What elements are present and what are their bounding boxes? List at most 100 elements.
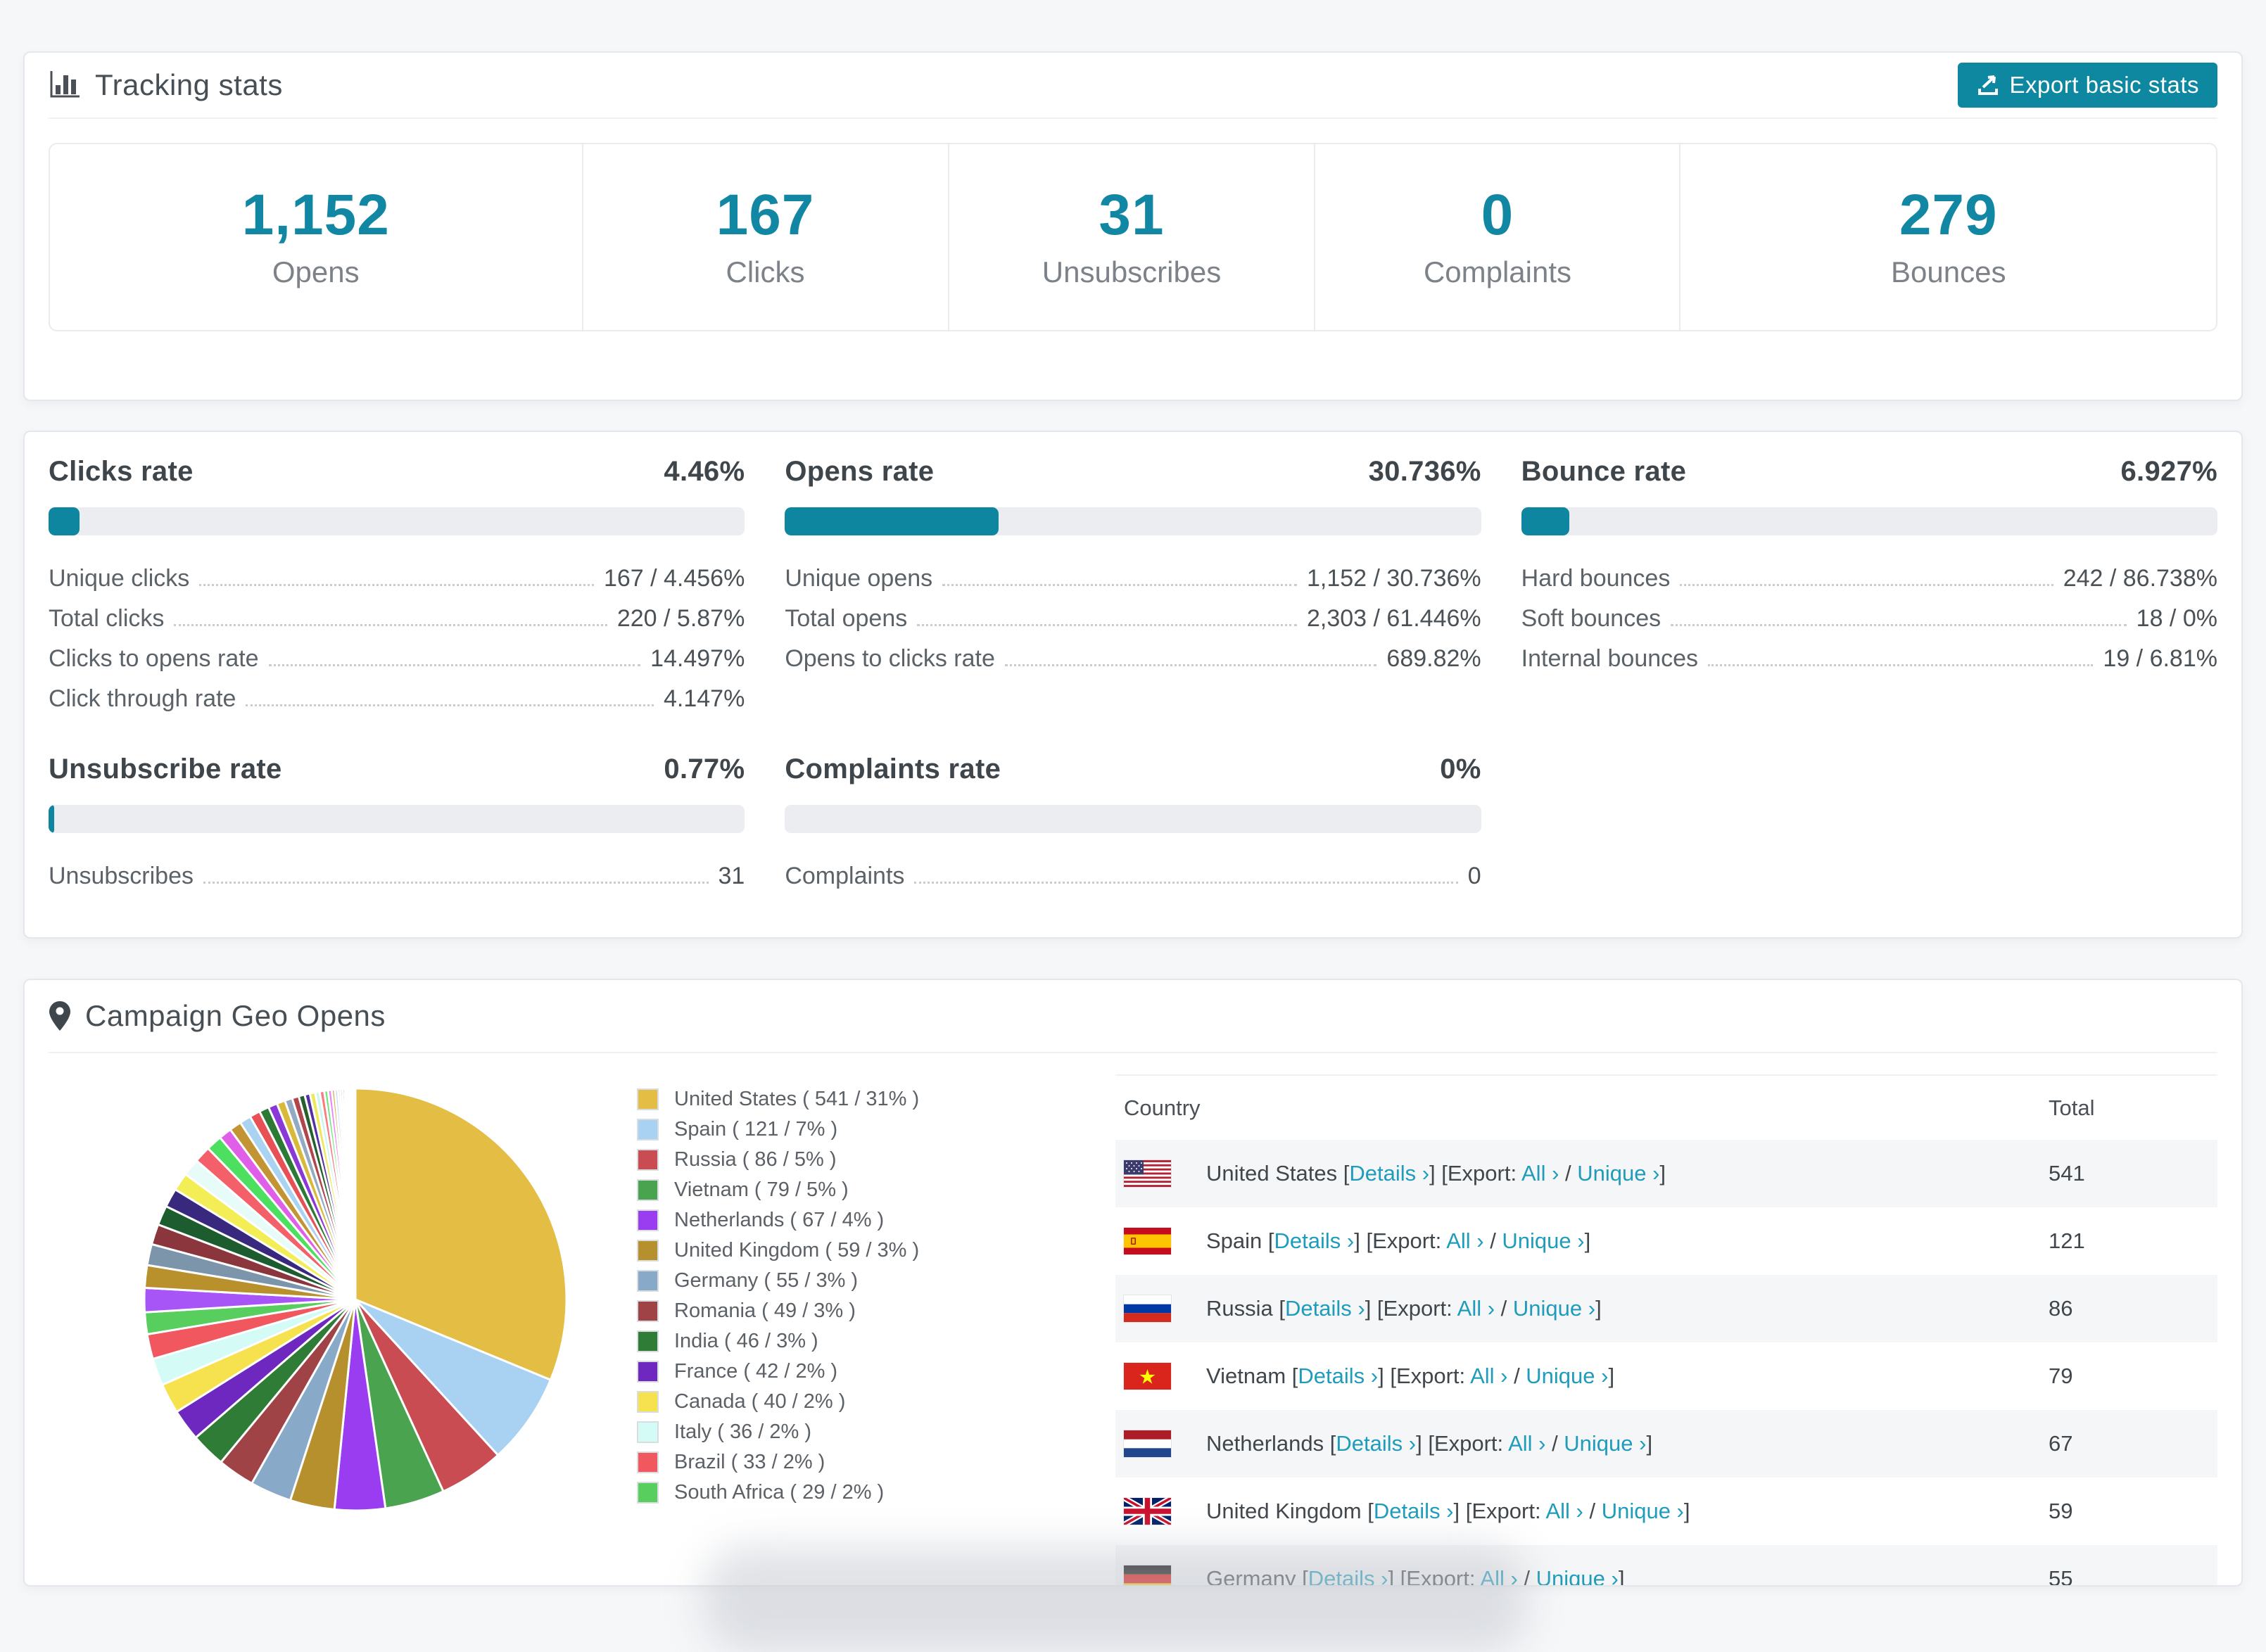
- rate-row: Opens to clicks rate 689.82%: [785, 645, 1481, 685]
- legend-swatch: [637, 1119, 659, 1140]
- legend-item[interactable]: United Kingdom ( 59 / 3% ): [637, 1235, 1035, 1266]
- legend-label: Canada ( 40 / 2% ): [674, 1390, 846, 1413]
- rates-card: Clicks rate 4.46% Unique clicks 167 / 4.456…: [23, 431, 2243, 939]
- export-basic-stats-button[interactable]: Export basic stats: [1957, 63, 2217, 108]
- rate-row-value: 18 / 0%: [2136, 605, 2217, 632]
- details-link[interactable]: Details ›: [1373, 1499, 1454, 1523]
- rate-row-value: 14.497%: [650, 645, 745, 672]
- legend-item[interactable]: India ( 46 / 3% ): [637, 1326, 1035, 1356]
- legend-item[interactable]: Spain ( 121 / 7% ): [637, 1114, 1035, 1145]
- rate-row: Complaints 0: [785, 863, 1481, 903]
- rate-row: Unique opens 1,152 / 30.736%: [785, 565, 1481, 605]
- rate-row-value: 242 / 86.738%: [2063, 565, 2217, 592]
- dotted-leader: [199, 584, 594, 586]
- export-all-link[interactable]: All ›: [1480, 1566, 1518, 1587]
- details-link[interactable]: Details ›: [1274, 1228, 1355, 1253]
- table-row: Germany [Details ›] [Export: All › / Uni…: [1115, 1545, 2217, 1587]
- rate-row: Clicks to opens rate 14.497%: [49, 645, 745, 685]
- export-all-link[interactable]: All ›: [1508, 1431, 1546, 1456]
- legend-item[interactable]: Vietnam ( 79 / 5% ): [637, 1175, 1035, 1205]
- pie-slice-united-states[interactable]: [354, 1087, 568, 1382]
- dotted-leader: [1708, 664, 2094, 666]
- progress-bar: [785, 507, 1481, 535]
- details-link[interactable]: Details ›: [1285, 1296, 1365, 1321]
- rate-row-label: Complaints: [785, 863, 905, 889]
- country-flag-gb: [1124, 1498, 1171, 1525]
- rate-block: Unsubscribe rate 0.77% Unsubscribes 31: [49, 754, 745, 903]
- legend-swatch: [637, 1179, 659, 1201]
- export-unique-link[interactable]: Unique ›: [1512, 1296, 1596, 1321]
- details-link[interactable]: Details ›: [1308, 1566, 1388, 1587]
- legend-label: Spain ( 121 / 7% ): [674, 1118, 838, 1140]
- country-flag-us: [1124, 1160, 1171, 1187]
- rate-row-label: Clicks to opens rate: [49, 645, 259, 672]
- legend-item[interactable]: Brazil ( 33 / 2% ): [637, 1447, 1035, 1478]
- legend-item[interactable]: Russia ( 86 / 5% ): [637, 1145, 1035, 1175]
- dotted-leader: [268, 664, 641, 666]
- country-links: Netherlands [Details ›] [Export: All › /…: [1206, 1431, 1653, 1456]
- legend-label: Russia ( 86 / 5% ): [674, 1148, 837, 1171]
- bar-chart-icon: [49, 70, 81, 101]
- rate-block: Clicks rate 4.46% Unique clicks 167 / 4.456…: [49, 456, 745, 725]
- rate-row-value: 31: [718, 863, 745, 889]
- dotted-leader: [914, 882, 1458, 884]
- export-unique-link[interactable]: Unique ›: [1526, 1364, 1609, 1388]
- details-link[interactable]: Details ›: [1349, 1161, 1430, 1186]
- country-column-header: Country: [1124, 1095, 1201, 1120]
- export-unique-link[interactable]: Unique ›: [1564, 1431, 1647, 1456]
- export-all-link[interactable]: All ›: [1545, 1499, 1583, 1523]
- export-unique-link[interactable]: Unique ›: [1577, 1161, 1660, 1186]
- export-all-link[interactable]: All ›: [1446, 1228, 1484, 1253]
- legend-item[interactable]: Romania ( 49 / 3% ): [637, 1296, 1035, 1326]
- stat-value: 279: [1899, 183, 1998, 247]
- dotted-leader: [203, 882, 709, 884]
- pie-slice-spain[interactable]: [354, 1298, 552, 1457]
- export-all-link[interactable]: All ›: [1470, 1364, 1508, 1388]
- rate-row-label: Soft bounces: [1521, 605, 1661, 632]
- export-unique-link[interactable]: Unique ›: [1536, 1566, 1619, 1587]
- country-flag-vn: [1124, 1363, 1171, 1390]
- legend-swatch: [637, 1088, 659, 1110]
- export-button-label: Export basic stats: [2009, 72, 2199, 98]
- rate-row-value: 1,152 / 30.736%: [1307, 565, 1481, 592]
- table-row: Spain [Details ›] [Export: All › / Uniqu…: [1115, 1207, 2217, 1275]
- legend-item[interactable]: Italy ( 36 / 2% ): [637, 1417, 1035, 1447]
- total-cell: 55: [2049, 1566, 2073, 1587]
- details-link[interactable]: Details ›: [1336, 1431, 1417, 1456]
- legend-swatch: [637, 1300, 659, 1322]
- page-title: Tracking stats: [95, 68, 283, 101]
- stat-box: 167 Clicks: [581, 144, 948, 330]
- country-cell: Vietnam [Details ›] [Export: All › / Uni…: [1124, 1363, 2049, 1390]
- legend-swatch: [637, 1391, 659, 1413]
- stat-label: Clicks: [726, 255, 805, 288]
- legend-item[interactable]: South Africa ( 29 / 2% ): [637, 1478, 1035, 1508]
- progress-bar: [49, 507, 745, 535]
- rate-title: Complaints rate: [785, 754, 1001, 784]
- rate-value: 30.736%: [1368, 456, 1481, 487]
- stats-summary: 1,152 Opens 167 Clicks 31 Unsubscribes 0 Compla…: [49, 143, 2217, 331]
- legend-item[interactable]: United States ( 541 / 31% ): [637, 1084, 1035, 1114]
- country-cell: Russia [Details ›] [Export: All › / Uniq…: [1124, 1295, 2049, 1322]
- rate-head: Bounce rate 6.927%: [1521, 456, 2217, 488]
- export-icon: [1976, 73, 2000, 97]
- legend-item[interactable]: France ( 42 / 2% ): [637, 1356, 1035, 1387]
- country-links: United Kingdom [Details ›] [Export: All …: [1206, 1499, 1690, 1523]
- legend-item[interactable]: Germany ( 55 / 3% ): [637, 1266, 1035, 1296]
- country-cell: Germany [Details ›] [Export: All › / Uni…: [1124, 1565, 2049, 1587]
- legend-item[interactable]: Netherlands ( 67 / 4% ): [637, 1205, 1035, 1235]
- legend-label: South Africa ( 29 / 2% ): [674, 1481, 885, 1504]
- legend-item[interactable]: Canada ( 40 / 2% ): [637, 1387, 1035, 1417]
- rate-row-value: 220 / 5.87%: [616, 605, 745, 632]
- export-unique-link[interactable]: Unique ›: [1502, 1228, 1585, 1253]
- legend-label: Italy ( 36 / 2% ): [674, 1421, 812, 1443]
- export-unique-link[interactable]: Unique ›: [1601, 1499, 1684, 1523]
- rate-row-label: Total opens: [785, 605, 908, 632]
- country-cell: Spain [Details ›] [Export: All › / Uniqu…: [1124, 1228, 2049, 1254]
- progress-bar: [49, 805, 745, 833]
- rate-row: Unsubscribes 31: [49, 863, 745, 903]
- export-all-link[interactable]: All ›: [1521, 1161, 1559, 1186]
- total-cell: 121: [2049, 1228, 2085, 1253]
- export-all-link[interactable]: All ›: [1457, 1296, 1495, 1321]
- details-link[interactable]: Details ›: [1298, 1364, 1379, 1388]
- stat-value: 0: [1481, 183, 1514, 247]
